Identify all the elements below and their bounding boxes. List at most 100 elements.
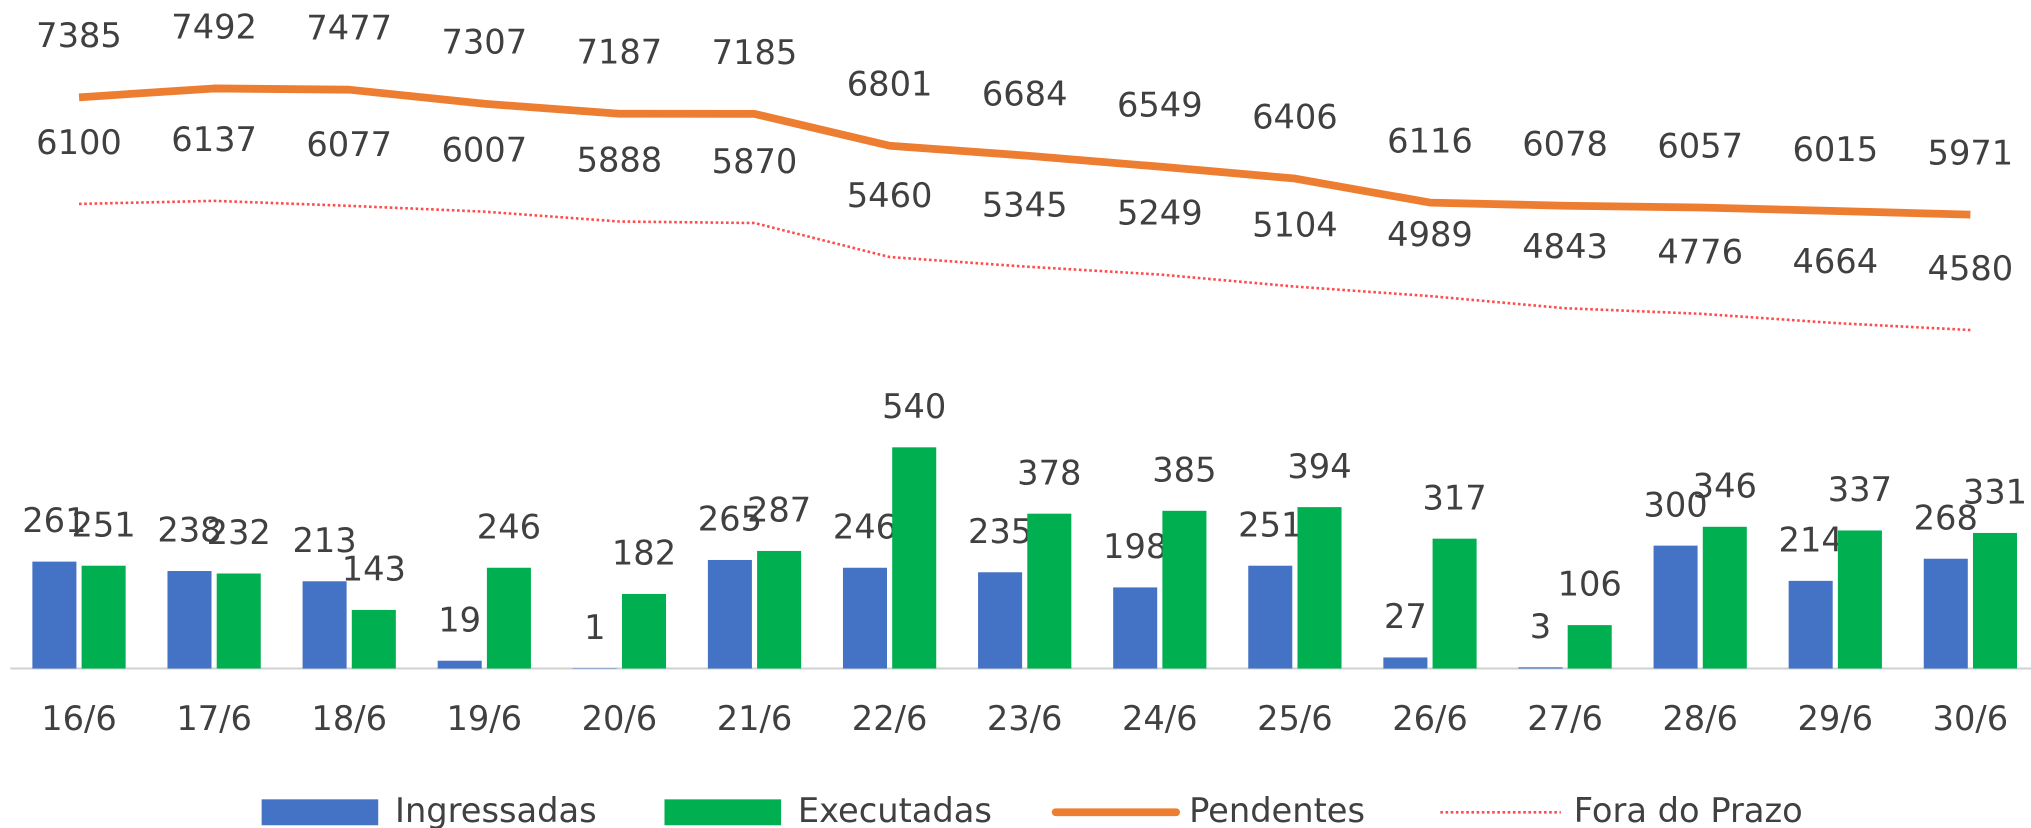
bar bbox=[1923, 558, 1968, 669]
bar bbox=[1248, 565, 1293, 669]
line bbox=[78, 84, 1971, 219]
x-tick-label: 17/6 bbox=[176, 699, 252, 738]
bar bbox=[1383, 657, 1428, 669]
bar bbox=[81, 565, 126, 669]
bar bbox=[216, 573, 261, 669]
data-label: 6684 bbox=[982, 74, 1068, 113]
x-tick-label: 24/6 bbox=[1122, 699, 1198, 738]
x-tick-label: 22/6 bbox=[852, 699, 928, 738]
x-tick-label: 27/6 bbox=[1527, 699, 1603, 738]
bar bbox=[32, 561, 77, 669]
x-tick-label: 18/6 bbox=[311, 699, 387, 738]
data-label: 106 bbox=[1558, 565, 1622, 604]
data-label: 7385 bbox=[36, 16, 122, 55]
data-label: 198 bbox=[1103, 527, 1167, 566]
x-tick-label: 30/6 bbox=[1933, 699, 2009, 738]
data-label: 143 bbox=[342, 550, 406, 589]
bar bbox=[1788, 580, 1833, 669]
data-label: 232 bbox=[207, 513, 271, 552]
bar bbox=[1432, 538, 1477, 669]
data-label: 214 bbox=[1779, 521, 1843, 560]
data-label: 213 bbox=[292, 521, 356, 560]
bar bbox=[707, 559, 752, 669]
legend-label: Fora do Prazo bbox=[1574, 791, 1803, 828]
data-label: 265 bbox=[698, 500, 762, 539]
data-label: 7477 bbox=[306, 9, 392, 48]
data-label: 251 bbox=[1238, 505, 1302, 544]
data-label: 1 bbox=[584, 608, 605, 647]
x-tick-label: 16/6 bbox=[41, 699, 117, 738]
data-label: 5888 bbox=[577, 140, 663, 179]
data-label: 3 bbox=[1530, 607, 1551, 646]
bar bbox=[167, 571, 212, 669]
bar bbox=[1837, 530, 1882, 669]
data-label: 5249 bbox=[1117, 193, 1203, 232]
data-label: 346 bbox=[1693, 466, 1757, 505]
data-label: 7307 bbox=[441, 23, 527, 62]
data-label: 7185 bbox=[712, 33, 798, 72]
data-label: 268 bbox=[1914, 498, 1978, 537]
data-label: 5460 bbox=[847, 176, 933, 215]
x-tick-label: 20/6 bbox=[582, 699, 658, 738]
data-label: 235 bbox=[968, 512, 1032, 551]
legend-label: Ingressadas bbox=[395, 791, 597, 828]
bar bbox=[978, 572, 1023, 669]
bar bbox=[1027, 513, 1072, 669]
bar bbox=[621, 593, 667, 669]
x-tick-label: 29/6 bbox=[1797, 699, 1873, 738]
bar bbox=[486, 567, 531, 669]
data-label: 4989 bbox=[1387, 215, 1473, 254]
data-label: 7492 bbox=[171, 7, 257, 46]
data-label: 4580 bbox=[1928, 249, 2014, 288]
bar bbox=[1567, 625, 1612, 669]
data-label: 6057 bbox=[1657, 126, 1743, 165]
data-label: 6078 bbox=[1522, 125, 1608, 164]
bar bbox=[892, 447, 937, 669]
data-label: 5345 bbox=[982, 185, 1068, 224]
data-label: 4843 bbox=[1522, 227, 1608, 266]
data-label: 27 bbox=[1384, 597, 1427, 636]
bar bbox=[1702, 526, 1747, 669]
legend-swatch bbox=[664, 799, 782, 826]
data-label: 6015 bbox=[1792, 130, 1878, 169]
data-label: 261 bbox=[22, 501, 86, 540]
bar bbox=[757, 550, 802, 669]
data-label: 394 bbox=[1287, 447, 1351, 486]
x-tick-label: 23/6 bbox=[987, 699, 1063, 738]
data-label: 6137 bbox=[171, 120, 257, 159]
bar bbox=[351, 609, 396, 669]
data-label: 251 bbox=[71, 505, 135, 544]
bar bbox=[1972, 532, 2018, 669]
data-label: 5104 bbox=[1252, 205, 1338, 244]
bar bbox=[302, 581, 347, 669]
bar bbox=[1297, 507, 1342, 669]
x-tick-label: 28/6 bbox=[1662, 699, 1738, 738]
data-label: 7187 bbox=[577, 33, 663, 72]
data-label: 246 bbox=[833, 507, 897, 546]
data-label: 5971 bbox=[1928, 134, 2014, 173]
data-label: 246 bbox=[477, 507, 541, 546]
data-label: 6116 bbox=[1387, 122, 1473, 161]
data-label: 6801 bbox=[847, 65, 933, 104]
data-label: 337 bbox=[1828, 470, 1892, 509]
bar bbox=[1518, 667, 1563, 669]
data-label: 182 bbox=[612, 534, 676, 573]
bar bbox=[1653, 545, 1698, 669]
bar bbox=[1113, 587, 1158, 669]
data-label: 6077 bbox=[306, 125, 392, 164]
data-label: 6549 bbox=[1117, 86, 1203, 125]
x-tick-label: 21/6 bbox=[717, 699, 793, 738]
data-label: 300 bbox=[1643, 485, 1707, 524]
data-label: 19 bbox=[438, 600, 481, 639]
data-label: 6007 bbox=[441, 131, 527, 170]
data-label: 6100 bbox=[36, 123, 122, 162]
data-label: 238 bbox=[157, 511, 221, 550]
legend-label: Executadas bbox=[798, 791, 992, 828]
x-tick-label: 25/6 bbox=[1257, 699, 1333, 738]
data-label: 385 bbox=[1152, 450, 1216, 489]
data-label: 6406 bbox=[1252, 97, 1338, 136]
data-label: 540 bbox=[882, 387, 946, 426]
data-label: 317 bbox=[1422, 478, 1486, 517]
